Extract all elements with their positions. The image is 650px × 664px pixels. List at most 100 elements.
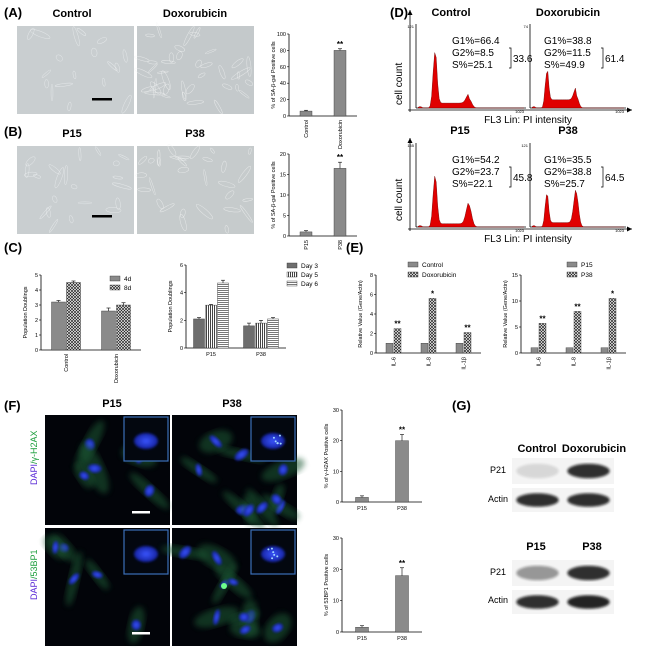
y-arrowhead-top [407,10,413,15]
blot-band [567,463,610,479]
significance-marker: ** [574,302,581,311]
cell-outline [181,80,187,100]
cell-outline [27,27,35,40]
cell-outline [63,165,69,185]
bar [116,304,131,351]
inset-focus [267,548,270,551]
cell-cycle-histogram [531,189,624,228]
panel-d-header-p38: P38 [558,125,578,137]
y-tick-label: 8 [370,273,373,279]
y-tick-label: 0 [180,346,183,352]
legend-swatch [109,284,121,291]
panel-g-header-control: Control [517,443,556,455]
legend-swatch [286,280,298,287]
blot-band [516,463,559,479]
cell-outline [157,70,169,74]
cell-outline [161,70,171,90]
cell-outline [193,27,201,39]
panel-e-label: (E) [346,240,363,255]
y-tick-label: 0 [515,351,518,357]
bar [333,168,347,237]
cell-outline [200,62,213,68]
panel-f-row1-marker: /γ-H2AX [29,430,39,464]
panel-f-label: (F) [4,398,21,413]
blot-band [567,565,610,581]
bar [385,343,394,354]
inset-focus [272,436,275,439]
g1-percent: G1%=38.8 [544,36,592,47]
nucleus [79,471,90,480]
significance-marker: ** [464,324,471,333]
y-axis-title: Population Doublings [168,280,174,332]
sum-bracket [509,47,512,69]
significance-marker: ** [399,426,406,435]
x-tick-label: P15 [357,506,367,512]
bar [193,318,205,349]
cell-outline [185,84,195,95]
bar [299,110,313,117]
panel-g-header-p15: P15 [526,541,546,553]
cell-outline [48,164,61,175]
legend-label: P38 [581,272,593,279]
histogram: 74 1023 G1%=38.8G2%=11.5S%=49.9 61.4 [524,24,626,114]
cell-outline [111,182,132,190]
bar [395,440,409,503]
bar [463,332,472,354]
bright-focus [221,583,227,589]
inset-focus [271,557,274,560]
cell-outline [159,203,175,213]
nucleus [243,504,255,517]
cell-cycle-histogram [531,70,624,109]
panel-b-micrograph-p38 [137,146,254,234]
panel-c-label: (C) [4,240,22,255]
cell-outline [218,180,236,188]
y-tick-label: 5 [515,325,518,331]
blot-strip [512,590,614,614]
inset-nucleus [134,433,158,449]
bar [255,322,267,349]
inset-frame [123,416,169,462]
cell-outline [238,90,250,99]
cell-outline [209,147,215,154]
x-tick-label: P15 [357,636,367,642]
panel-d-xlabel-top: FL3 Lin: PI intensity [484,115,572,126]
y-tick-label: 6 [180,263,183,269]
hist-x-max: 1023 [515,228,525,233]
inset-focus [273,553,276,556]
significance-marker: ** [399,559,406,568]
cell-outline [203,169,208,186]
panel-f-row2-dapi: DAPI [29,579,39,600]
y-tick-label: 0 [35,348,38,354]
panel-g-header-p38: P38 [582,541,602,553]
bar [608,298,617,354]
x-arrowhead-top [627,107,632,113]
cell-outline [157,157,161,167]
cell-outline [44,79,49,89]
hist-y-max: 74 [524,24,529,29]
fluorescence-tile [43,528,170,646]
nucleus [213,609,221,625]
y-axis-title: % of 53BP1 Positive cells [324,554,330,617]
y-axis-title: % of γ-H2AX Positive cells [324,423,330,488]
cell-outline [41,69,51,78]
bar [573,311,582,354]
panel-f-row2-label: DAPI/53BP1 [29,549,39,600]
y-tick-label: 0 [283,114,286,120]
legend-label: Doxorubicin [422,272,457,279]
x-tick-label: P38 [397,636,407,642]
y-tick-label: 1 [35,333,38,339]
hist-y-max: 121 [521,143,528,148]
bar [51,301,66,351]
x-tick-label: IL-1β [462,357,468,370]
cell-outline [179,213,187,231]
s-percent: S%=25.7 [544,179,585,190]
cell-outline [221,160,227,173]
g2-s-sum: 33.6 [513,54,533,65]
cell-outline [118,154,130,161]
nucleus [131,619,141,631]
g2-percent: G2%=38.8 [544,167,592,178]
cell-outline [72,70,77,79]
legend-label: Day 3 [301,263,318,270]
